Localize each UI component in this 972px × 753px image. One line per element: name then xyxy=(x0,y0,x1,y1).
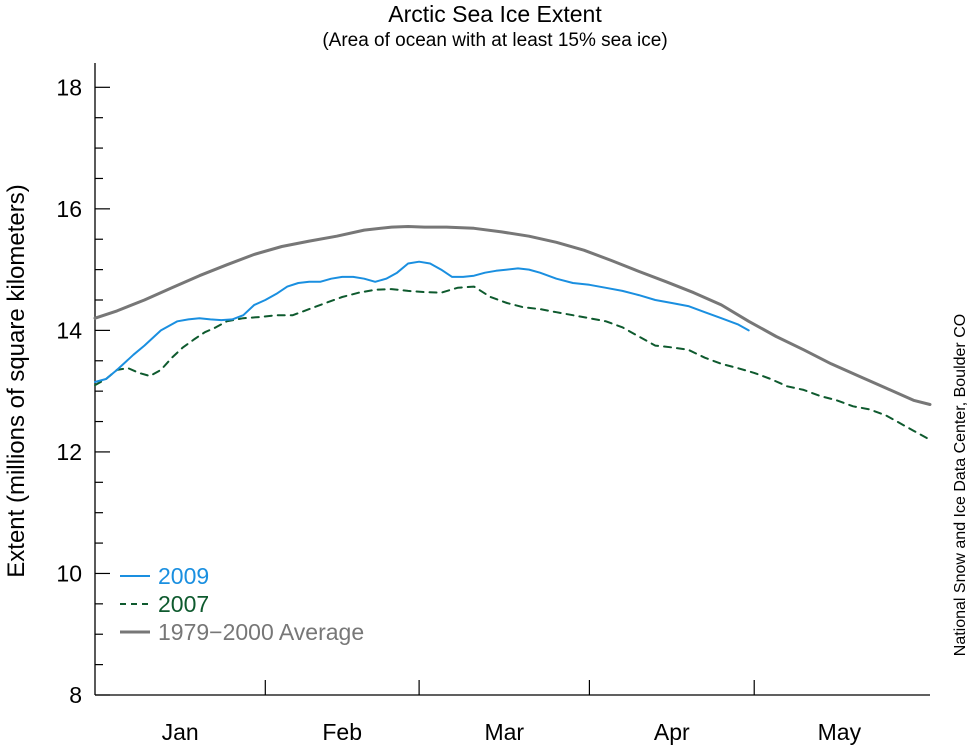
x-tick-label-apr: Apr xyxy=(654,719,690,745)
series-line-2007 xyxy=(94,285,931,441)
y-tick-label: 14 xyxy=(56,317,82,343)
x-tick-label-may: May xyxy=(818,719,862,745)
credit-text: National Snow and Ice Data Center, Bould… xyxy=(952,314,969,656)
axes: 8 10 12 14 16 18 Jan Feb Mar Apr May xyxy=(56,63,930,745)
series-layer xyxy=(93,225,932,441)
y-tick-label: 12 xyxy=(56,439,82,465)
series-line-1979-2000-average xyxy=(93,225,932,406)
x-tick-label-mar: Mar xyxy=(484,719,524,745)
x-tick-label-feb: Feb xyxy=(322,719,362,745)
legend-label: 1979−2000 Average xyxy=(158,619,364,645)
series-line-2009 xyxy=(94,260,750,383)
x-tick-label-jan: Jan xyxy=(162,719,199,745)
y-tick-label: 8 xyxy=(69,682,82,708)
chart-subtitle: (Area of ocean with at least 15% sea ice… xyxy=(322,30,667,51)
chart-title: Arctic Sea Ice Extent xyxy=(388,1,602,27)
y-axis-label: Extent (millions of square kilometers) xyxy=(3,184,30,577)
y-tick-label: 10 xyxy=(56,560,82,586)
legend-label: 2009 xyxy=(158,563,209,589)
y-tick-label: 16 xyxy=(56,196,82,222)
y-tick-label: 18 xyxy=(56,74,82,100)
legend-label: 2007 xyxy=(158,591,209,617)
